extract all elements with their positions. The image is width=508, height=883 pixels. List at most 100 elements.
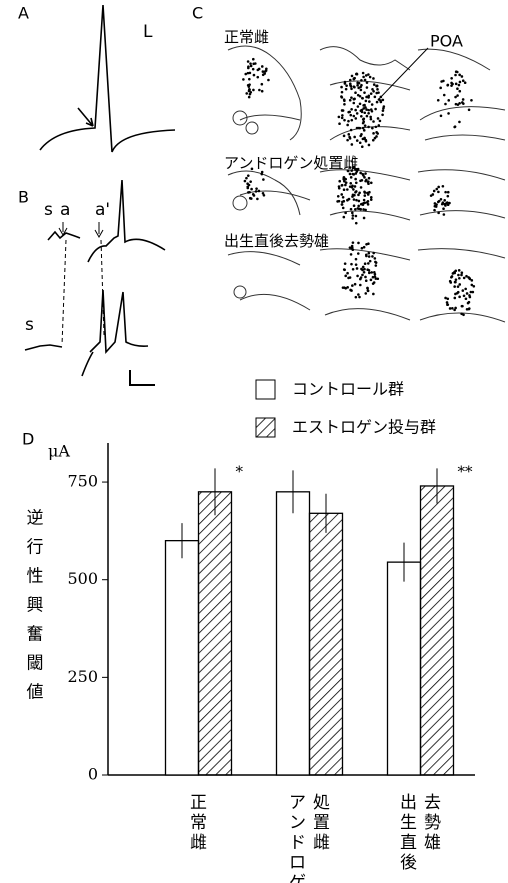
cell-dot <box>372 77 375 80</box>
cell-dot <box>354 91 357 94</box>
cell-dot <box>248 78 251 81</box>
cell-dot <box>363 176 366 179</box>
cell-dot <box>338 116 341 119</box>
cell-dot <box>368 272 371 275</box>
cell-dot <box>350 129 353 132</box>
cell-dot <box>371 88 374 91</box>
cell-dot <box>455 103 458 106</box>
cell-dot <box>338 185 341 188</box>
cell-dot <box>471 284 474 287</box>
cell-dot <box>362 266 365 269</box>
cell-dot <box>362 138 365 141</box>
cell-dot <box>249 62 252 65</box>
cell-dot <box>435 188 438 191</box>
cell-dot <box>342 196 345 199</box>
cell-dot <box>369 260 372 263</box>
cell-dot <box>355 263 358 266</box>
cell-dot <box>261 83 264 86</box>
cell-dot <box>355 172 358 175</box>
cell-dot <box>457 285 460 288</box>
cell-dot <box>365 255 368 258</box>
cell-dot <box>351 248 354 251</box>
x-tick-glyph: 常 <box>190 813 207 833</box>
cell-dot <box>451 307 454 310</box>
cell-dot <box>356 127 359 130</box>
cell-dot <box>461 271 464 274</box>
cell-dot <box>355 190 358 193</box>
x-tick-glyph: 直 <box>400 833 417 853</box>
cell-dot <box>370 196 373 199</box>
panel-label: B <box>18 188 29 207</box>
cell-dot <box>463 277 466 280</box>
cell-dot <box>382 109 385 112</box>
cell-dot <box>357 293 360 296</box>
cell-dot <box>376 277 379 280</box>
cell-dot <box>369 76 372 79</box>
y-tick-label: 500 <box>67 569 98 588</box>
cell-dot <box>364 79 367 82</box>
cell-dot <box>370 271 373 274</box>
cell-dot <box>442 207 445 210</box>
cell-dot <box>350 208 353 211</box>
cell-dot <box>355 215 358 218</box>
cell-dot <box>363 199 366 202</box>
cell-dot <box>466 292 469 295</box>
cell-dot <box>449 307 452 310</box>
cell-dot <box>361 274 364 277</box>
cell-dot <box>344 184 347 187</box>
cell-dot <box>354 185 357 188</box>
cell-dot <box>342 286 345 289</box>
y-tick-label: 250 <box>67 667 98 686</box>
cell-dot <box>350 108 353 111</box>
cell-dot <box>372 293 375 296</box>
cell-dot <box>442 80 445 83</box>
cell-dot <box>363 111 366 114</box>
panel-label: C <box>192 4 203 23</box>
region-label: POA <box>430 32 463 51</box>
cell-dot <box>368 100 371 103</box>
x-tick-label: アンドロゲン処置雌 <box>289 793 330 883</box>
cell-dot <box>437 201 440 204</box>
cell-dot <box>470 99 473 102</box>
cell-dot <box>357 105 360 108</box>
cell-dot <box>258 68 261 71</box>
cell-dot <box>439 87 442 90</box>
cell-dot <box>360 186 363 189</box>
cell-dot <box>360 89 363 92</box>
cell-dot <box>363 217 366 220</box>
cell-dot <box>362 76 365 79</box>
cell-dot <box>341 203 344 206</box>
cell-dot <box>258 190 261 193</box>
cell-dot <box>462 79 465 82</box>
cell-dot <box>359 127 362 130</box>
cell-dot <box>356 84 359 87</box>
cell-dot <box>247 191 250 194</box>
section-label: 正常雌 <box>224 28 269 46</box>
cell-dot <box>355 199 358 202</box>
cell-dot <box>366 287 369 290</box>
cell-dot <box>362 72 365 75</box>
cell-dot <box>458 74 461 77</box>
cell-dot <box>375 261 378 264</box>
spike-trace <box>40 5 175 152</box>
cell-dot <box>265 67 268 70</box>
cell-dot <box>381 113 384 116</box>
cell-dot <box>443 213 446 216</box>
cell-dot <box>376 132 379 135</box>
cell-dot <box>357 242 360 245</box>
cell-dot <box>443 199 446 202</box>
cell-dot <box>343 100 346 103</box>
cell-dot <box>247 174 250 177</box>
cell-dot <box>377 117 380 120</box>
cell-dot <box>435 203 438 206</box>
cell-dot <box>463 294 466 297</box>
bar <box>388 562 421 775</box>
cell-dot <box>446 303 449 306</box>
cell-dot <box>353 98 356 101</box>
cell-dot <box>469 296 472 299</box>
cell-dot <box>458 84 461 87</box>
cell-dot <box>352 268 355 271</box>
cell-dot <box>349 173 352 176</box>
cell-dot <box>368 177 371 180</box>
cell-dot <box>356 82 359 85</box>
